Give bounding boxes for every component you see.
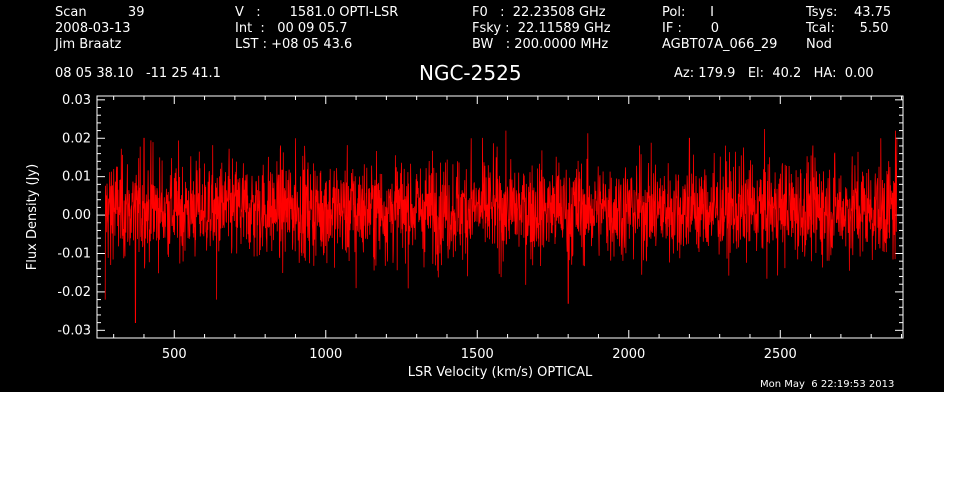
spectrum-panel: Scan 39 2008-03-13 Jim Braatz V : 1581.0… xyxy=(0,0,944,392)
y-tick-label: 0.01 xyxy=(62,170,91,185)
tcal: Tcal: 5.50 xyxy=(806,21,889,36)
x-tick-label: 1000 xyxy=(309,347,342,362)
x-tick-label: 2500 xyxy=(764,347,797,362)
pointing-info: Az: 179.9 El: 40.2 HA: 0.00 xyxy=(674,66,874,81)
y-tick-label: -0.03 xyxy=(57,323,91,338)
y-tick-label: 0.03 xyxy=(62,93,91,108)
source-coordinates: 08 05 38.10 -11 25 41.1 xyxy=(55,66,221,81)
y-axis-label: Flux Density (Jy) xyxy=(25,164,40,270)
project-id: AGBT07A_066_29 xyxy=(662,37,778,52)
integration-time: Int : 00 09 05.7 xyxy=(235,21,348,36)
y-tick-label: -0.01 xyxy=(57,246,91,261)
x-tick-label: 500 xyxy=(162,347,187,362)
x-tick-label: 2000 xyxy=(612,347,645,362)
sky-frequency: Fsky : 22.11589 GHz xyxy=(472,21,611,36)
y-tick-label: 0.00 xyxy=(62,208,91,223)
source-name: NGC-2525 xyxy=(419,61,522,85)
procedure: Nod xyxy=(806,37,832,52)
rest-frequency: F0 : 22.23508 GHz xyxy=(472,5,606,20)
x-axis-label: LSR Velocity (km/s) OPTICAL xyxy=(408,365,593,380)
plot-frame xyxy=(96,95,904,339)
plot-timestamp: Mon May 6 22:19:53 2013 xyxy=(760,379,895,390)
tsys: Tsys: 43.75 xyxy=(806,5,892,20)
y-tick-label: -0.02 xyxy=(57,285,91,300)
polarization: Pol: I xyxy=(662,5,714,20)
bandwidth: BW : 200.0000 MHz xyxy=(472,37,609,52)
spectrum-chart: 500 1000 1500 2000 2500 -0.03 -0.02 -0.01 0.00 0.… xyxy=(25,93,904,380)
observation-date: 2008-03-13 xyxy=(55,21,131,36)
spectrum-line xyxy=(104,128,898,324)
y-tick-label: 0.02 xyxy=(62,131,91,146)
velocity-info: V : 1581.0 OPTI-LSR xyxy=(235,5,399,20)
if-number: IF : 0 xyxy=(662,21,720,36)
observer-name: Jim Braatz xyxy=(55,37,122,52)
scan-number: Scan 39 xyxy=(55,5,145,20)
x-tick-label: 1500 xyxy=(461,347,494,362)
lst-info: LST : +08 05 43.6 xyxy=(235,37,353,52)
